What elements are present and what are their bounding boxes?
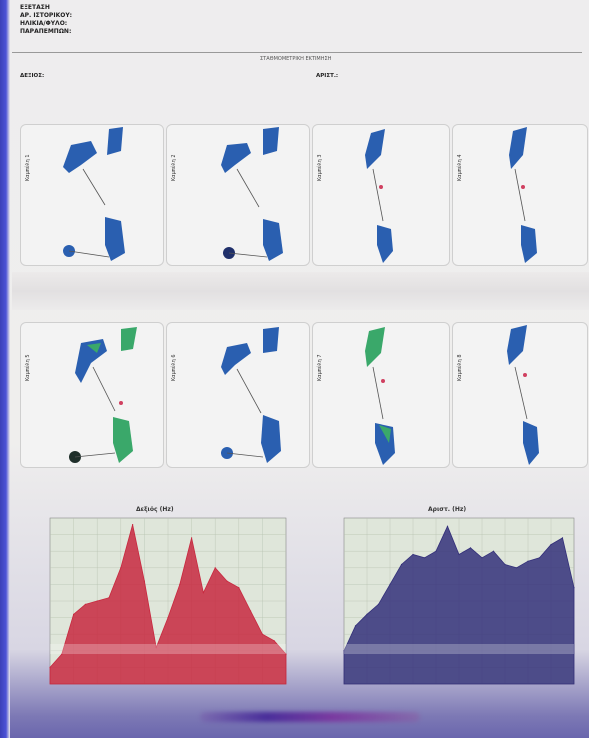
data-point xyxy=(458,553,460,556)
data-point xyxy=(191,537,193,539)
stabilogram-trace xyxy=(509,127,537,263)
data-point xyxy=(343,650,345,652)
stabilogram-panel-7: Καμπύλη 7 xyxy=(312,322,450,468)
right-chart-title: Αριστ. (Hz) xyxy=(428,506,467,513)
color-strip xyxy=(200,712,420,722)
panel-label: Καμπύλη 6 xyxy=(171,354,177,381)
data-point xyxy=(214,567,216,569)
referrer-label: ΠΑΡΑΠΕΜΠΩΝ: xyxy=(20,28,72,35)
panel-label: Καμπύλη 7 xyxy=(317,354,323,381)
series-area xyxy=(343,525,575,685)
data-point xyxy=(285,653,287,655)
data-point xyxy=(561,537,564,539)
data-point xyxy=(202,592,204,594)
panel-label: Καμπύλη 4 xyxy=(457,154,463,181)
series-area xyxy=(49,524,287,685)
left-params: ΔΕΞΙΟΣ: xyxy=(20,72,44,80)
data-point xyxy=(435,550,437,552)
data-point xyxy=(377,603,380,605)
stabilogram-trace xyxy=(221,127,283,261)
data-point xyxy=(61,653,63,655)
data-point xyxy=(143,580,145,582)
data-point xyxy=(132,524,134,526)
stabilogram-panel-8: Καμπύλη 8 xyxy=(452,322,588,468)
panel-label: Καμπύλη 3 xyxy=(317,154,323,181)
data-point xyxy=(446,525,449,527)
age-label: ΗΛΙΚΙΑ/ΦΥΛΟ: xyxy=(20,20,68,27)
data-point xyxy=(167,617,169,619)
data-point xyxy=(96,600,98,602)
data-point xyxy=(423,557,426,559)
data-point xyxy=(155,646,157,649)
exam-label: ΕΞΕΤΑΣΗ xyxy=(20,4,50,11)
data-point xyxy=(179,583,181,585)
stabilogram-trace xyxy=(221,327,281,463)
data-point xyxy=(366,613,368,615)
stabilogram-trace xyxy=(365,129,393,263)
panel-label: Καμπύλη 8 xyxy=(457,354,463,381)
stabilogram-panel-6: Καμπύλη 6 xyxy=(166,322,310,468)
paper-fold xyxy=(12,272,589,310)
data-point xyxy=(273,640,275,642)
stabilogram-panel-4: Καμπύλη 4 xyxy=(452,124,588,266)
left-chart-title: Δεξιός (Hz) xyxy=(136,506,174,513)
data-point xyxy=(550,544,552,546)
right-frequency-chart xyxy=(343,517,575,685)
report-header: ΕΞΕΤΑΣΗ ΑΡ. ΙΣΤΟΡΙΚΟΥ: ΗΛΙΚΙΑ/ΦΥΛΟ: ΠΑΡΑ… xyxy=(20,4,72,36)
record-label: ΑΡ. ΙΣΤΟΡΙΚΟΥ: xyxy=(20,12,73,19)
glare-band xyxy=(50,644,286,654)
stabilogram-trace xyxy=(507,325,539,465)
stabilogram-panel-5: Καμπύλη 5 xyxy=(20,322,164,468)
data-point xyxy=(527,560,529,562)
right-params-label: ΑΡΙΣΤ.: xyxy=(316,73,339,79)
left-frequency-chart xyxy=(49,517,287,685)
panel-label: Καμπύλη 5 xyxy=(25,354,31,381)
data-point xyxy=(504,563,506,566)
data-point xyxy=(261,633,263,635)
stabilogram-panel-1: Καμπύλη 1 xyxy=(20,124,164,266)
right-params: ΑΡΙΣΤ.: xyxy=(316,72,338,80)
data-point xyxy=(515,567,518,569)
glare-band xyxy=(344,644,574,654)
data-point xyxy=(238,587,240,589)
left-params-label: ΔΕΞΙΟΣ: xyxy=(20,73,45,79)
data-point xyxy=(49,666,51,668)
data-point xyxy=(226,580,228,582)
data-point xyxy=(389,583,391,585)
section-title: ΣΤΑΘΜΟΜΕΤΡΙΚΗ ΕΚΤΙΜΗΣΗ xyxy=(260,56,332,62)
data-point xyxy=(492,550,495,552)
data-point xyxy=(573,587,575,589)
header-divider xyxy=(12,52,582,53)
data-point xyxy=(469,547,472,549)
stabilogram-panel-2: Καμπύλη 2 xyxy=(166,124,310,266)
data-point xyxy=(250,610,252,612)
data-point xyxy=(84,603,86,605)
panel-label: Καμπύλη 1 xyxy=(25,154,31,181)
data-point xyxy=(412,553,414,556)
stabilogram-trace xyxy=(365,327,395,465)
stabilogram-trace xyxy=(69,327,137,463)
stabilogram-panel-3: Καμπύλη 3 xyxy=(312,124,450,266)
data-point xyxy=(481,557,483,559)
data-point xyxy=(120,567,122,569)
panel-label: Καμπύλη 2 xyxy=(171,154,177,181)
data-point xyxy=(354,625,357,627)
data-point xyxy=(108,597,110,599)
data-point xyxy=(73,613,75,615)
data-point xyxy=(400,563,403,566)
stabilogram-trace xyxy=(63,127,125,261)
data-point xyxy=(538,557,541,559)
